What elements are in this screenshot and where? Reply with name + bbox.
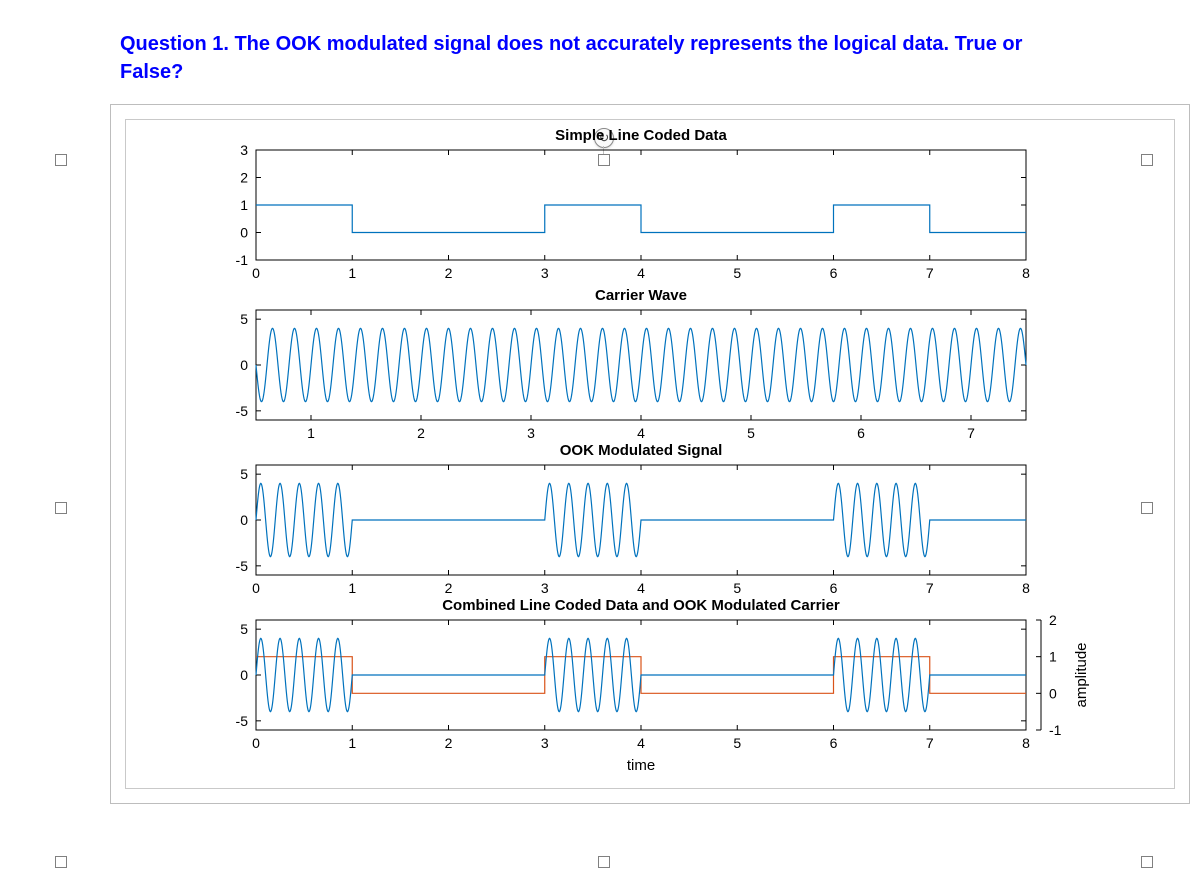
- svg-text:8: 8: [1022, 580, 1030, 596]
- svg-text:1: 1: [348, 580, 356, 596]
- svg-text:4: 4: [637, 425, 645, 441]
- svg-text:0: 0: [252, 580, 260, 596]
- svg-text:Combined Line Coded Data and O: Combined Line Coded Data and OOK Modulat…: [442, 597, 840, 614]
- svg-text:-5: -5: [236, 713, 249, 729]
- svg-text:3: 3: [240, 142, 248, 158]
- svg-text:1: 1: [307, 425, 315, 441]
- svg-text:7: 7: [926, 265, 934, 281]
- svg-text:3: 3: [527, 425, 535, 441]
- svg-text:7: 7: [926, 580, 934, 596]
- svg-text:-1: -1: [1049, 722, 1062, 738]
- svg-text:Simple Line Coded Data: Simple Line Coded Data: [555, 127, 727, 144]
- sel-handle-s[interactable]: [598, 856, 610, 868]
- svg-text:2: 2: [1049, 612, 1057, 628]
- svg-text:5: 5: [240, 621, 248, 637]
- svg-text:-5: -5: [236, 403, 249, 419]
- svg-text:time: time: [627, 757, 655, 774]
- svg-text:0: 0: [1049, 685, 1057, 701]
- svg-text:amplitude: amplitude: [1073, 642, 1090, 707]
- svg-text:5: 5: [240, 311, 248, 327]
- svg-text:2: 2: [445, 735, 453, 751]
- figure-frame-outer[interactable]: Simple Line Coded Data-10123012345678Car…: [110, 104, 1190, 804]
- svg-text:0: 0: [240, 512, 248, 528]
- sel-handle-sw[interactable]: [55, 856, 67, 868]
- svg-text:Carrier Wave: Carrier Wave: [595, 287, 687, 304]
- svg-text:0: 0: [240, 225, 248, 241]
- svg-text:6: 6: [830, 735, 838, 751]
- svg-text:1: 1: [348, 265, 356, 281]
- svg-text:8: 8: [1022, 265, 1030, 281]
- svg-text:1: 1: [348, 735, 356, 751]
- svg-text:3: 3: [541, 265, 549, 281]
- svg-text:4: 4: [637, 735, 645, 751]
- svg-text:2: 2: [240, 170, 248, 186]
- figure-frame-inner: Simple Line Coded Data-10123012345678Car…: [125, 119, 1175, 789]
- svg-text:2: 2: [417, 425, 425, 441]
- sel-handle-w[interactable]: [55, 502, 67, 514]
- svg-text:1: 1: [240, 197, 248, 213]
- sel-handle-se[interactable]: [1141, 856, 1153, 868]
- page: Question 1. The OOK modulated signal doe…: [0, 0, 1200, 891]
- svg-text:0: 0: [252, 265, 260, 281]
- svg-text:2: 2: [445, 580, 453, 596]
- svg-text:5: 5: [240, 466, 248, 482]
- svg-text:7: 7: [967, 425, 975, 441]
- svg-text:4: 4: [637, 265, 645, 281]
- question-text: Question 1. The OOK modulated signal doe…: [120, 30, 1080, 86]
- svg-text:-5: -5: [236, 558, 249, 574]
- svg-text:3: 3: [541, 580, 549, 596]
- svg-text:4: 4: [637, 580, 645, 596]
- svg-text:5: 5: [733, 265, 741, 281]
- svg-text:-1: -1: [236, 252, 249, 268]
- svg-text:6: 6: [830, 580, 838, 596]
- svg-text:1: 1: [1049, 649, 1057, 665]
- svg-text:0: 0: [240, 667, 248, 683]
- svg-text:0: 0: [240, 357, 248, 373]
- svg-text:8: 8: [1022, 735, 1030, 751]
- matlab-figure: Simple Line Coded Data-10123012345678Car…: [126, 120, 1172, 788]
- svg-text:3: 3: [541, 735, 549, 751]
- svg-text:5: 5: [747, 425, 755, 441]
- svg-text:OOK Modulated Signal: OOK Modulated Signal: [560, 442, 723, 459]
- svg-text:0: 0: [252, 735, 260, 751]
- svg-text:2: 2: [445, 265, 453, 281]
- sel-handle-nw[interactable]: [55, 154, 67, 166]
- svg-text:5: 5: [733, 735, 741, 751]
- svg-text:6: 6: [857, 425, 865, 441]
- svg-text:7: 7: [926, 735, 934, 751]
- svg-text:5: 5: [733, 580, 741, 596]
- svg-text:6: 6: [830, 265, 838, 281]
